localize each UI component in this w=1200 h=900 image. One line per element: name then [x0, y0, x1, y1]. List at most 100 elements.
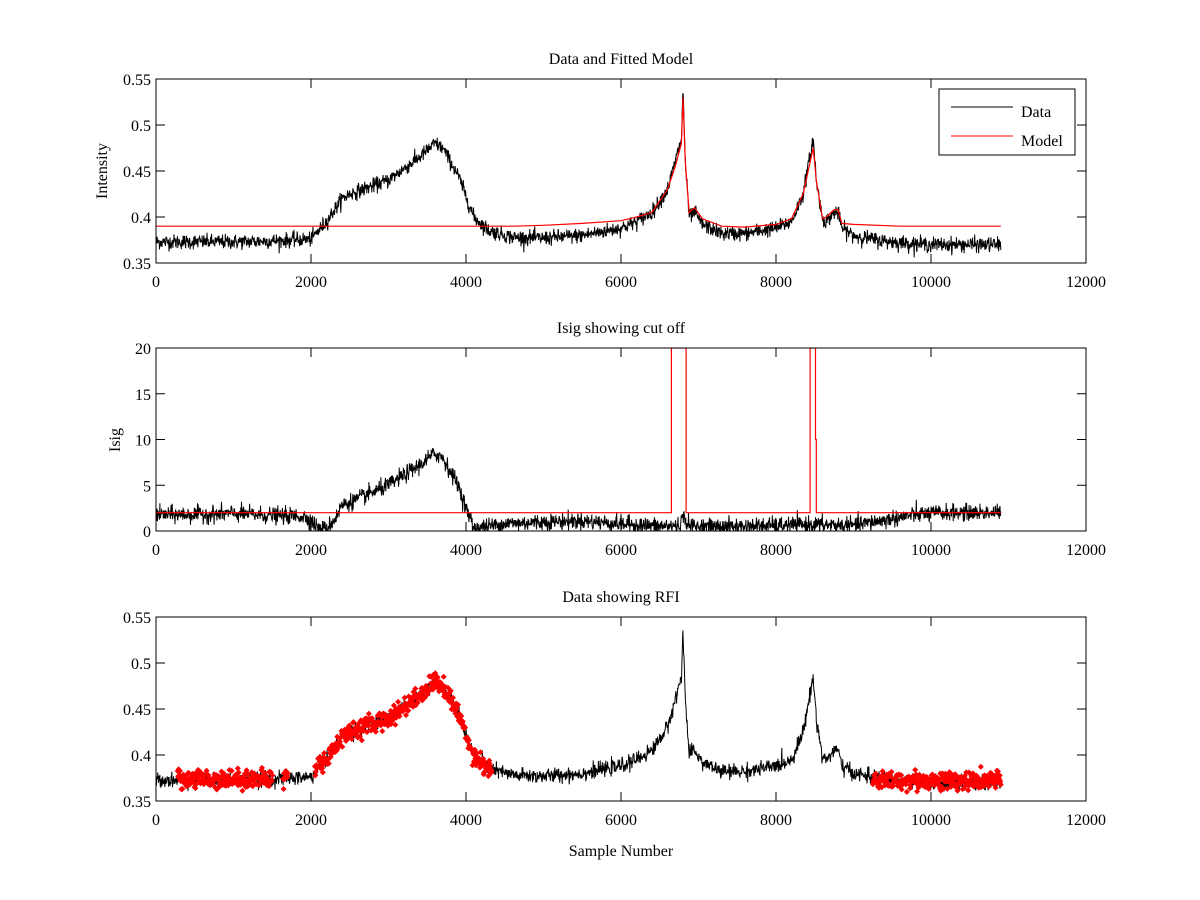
- rfi-marker: [992, 784, 999, 791]
- x-tick-label: 4000: [450, 542, 482, 559]
- rfi-marker: [465, 737, 472, 743]
- rfi-marker: [337, 738, 343, 745]
- rfi-marker: [319, 769, 326, 776]
- x-tick-label: 8000: [760, 812, 792, 829]
- x-tick-label: 2000: [295, 812, 327, 829]
- rfi-marker: [365, 722, 372, 729]
- rfi-marker: [234, 765, 241, 772]
- plot-clip: [156, 630, 1004, 795]
- rfi-marker: [996, 772, 1003, 779]
- y-tick-label: 10: [135, 433, 151, 450]
- rfi-marker: [403, 712, 409, 719]
- x-tick-label: 12000: [1066, 812, 1106, 829]
- x-tick-label: 10000: [911, 542, 951, 559]
- y-tick-label: 0.55: [123, 72, 151, 89]
- y-tick-label: 0: [143, 524, 151, 541]
- x-tick-label: 2000: [295, 542, 327, 559]
- rfi-marker: [284, 774, 291, 781]
- y-tick-label: 0.4: [131, 748, 151, 765]
- x-tick-label: 6000: [605, 542, 637, 559]
- y-tick-label: 0.4: [131, 210, 151, 227]
- rfi-marker: [268, 777, 275, 784]
- rfi-marker: [913, 771, 920, 778]
- rfi-marker: [372, 728, 379, 735]
- y-tick-labels: 0.35 0.4 0.45 0.5 0.55: [123, 610, 151, 811]
- y-tick-label: 5: [143, 478, 151, 495]
- panel-data-rfi: Data showing RFI Sample Number 0 2000 40…: [123, 589, 1106, 860]
- y-tick-label: 0.45: [123, 164, 151, 181]
- rfi-marker: [988, 770, 995, 777]
- chart-title: Isig showing cut off: [557, 320, 686, 337]
- rfi-marker: [312, 772, 319, 779]
- rfi-marker: [256, 782, 263, 789]
- rfi-marker: [997, 781, 1004, 788]
- rfi-marker: [235, 769, 242, 776]
- legend-label-model: Model: [1021, 133, 1063, 150]
- rfi-marker: [339, 743, 346, 750]
- rfi-marker: [965, 787, 972, 794]
- y-tick-label: 0.35: [123, 256, 151, 273]
- chart-title: Data and Fitted Model: [549, 51, 694, 68]
- rfi-marker: [179, 786, 186, 792]
- rfi-marker: [412, 685, 419, 692]
- y-axis-label: Isig: [107, 428, 124, 452]
- rfi-marker: [325, 760, 332, 767]
- plot-clip: [156, 348, 1002, 531]
- rfi-marker: [284, 770, 291, 777]
- x-tick-label: 0: [152, 812, 160, 829]
- rfi-marker: [898, 786, 905, 793]
- rfi-marker: [379, 728, 386, 735]
- rfi-marker: [954, 787, 961, 794]
- rfi-marker: [220, 770, 227, 777]
- rfi-marker: [458, 713, 465, 720]
- rfi-marker: [321, 750, 328, 757]
- rfi-marker: [365, 710, 372, 717]
- rfi-marker: [432, 670, 439, 677]
- x-tick-label: 10000: [911, 274, 951, 291]
- rfi-marker: [450, 694, 456, 701]
- rfi-marker: [395, 698, 402, 705]
- panel-data-fitted-model: Data and Fitted Model Intensity 0 2000 4…: [94, 51, 1106, 291]
- x-tick-labels: 0 2000 4000 6000 8000 10000 12000: [152, 812, 1106, 829]
- y-tick-label: 0.55: [123, 610, 151, 627]
- rfi-marker: [269, 772, 276, 779]
- series-rfi: [174, 670, 1004, 795]
- x-tick-label: 8000: [760, 542, 792, 559]
- plot-area: [155, 78, 1087, 264]
- y-tick-label: 15: [135, 387, 151, 404]
- x-tick-label: 6000: [605, 812, 637, 829]
- series-data: [156, 630, 1002, 792]
- x-tick-label: 10000: [911, 812, 951, 829]
- x-tick-labels: 0 2000 4000 6000 8000 10000 12000: [152, 274, 1106, 291]
- y-axis-label: Intensity: [94, 143, 111, 199]
- legend: Data Model: [938, 88, 1076, 156]
- rfi-marker: [462, 724, 469, 731]
- rfi-marker: [481, 759, 488, 765]
- x-tick-label: 4000: [450, 274, 482, 291]
- chart-title: Data showing RFI: [562, 589, 679, 606]
- rfi-marker: [203, 767, 210, 774]
- rfi-marker: [440, 673, 447, 680]
- rfi-marker: [239, 787, 246, 794]
- rfi-marker: [940, 785, 947, 792]
- rfi-marker: [405, 707, 412, 714]
- rfi-marker: [177, 768, 183, 774]
- series-cut-off: [156, 348, 1001, 514]
- rfi-marker: [280, 786, 287, 792]
- rfi-marker: [985, 783, 992, 790]
- plot-clip: [156, 93, 1002, 258]
- rfi-marker: [912, 766, 919, 773]
- rfi-marker: [488, 768, 495, 775]
- series-isig: [156, 447, 1002, 531]
- legend-box: [938, 88, 1076, 156]
- x-tick-label: 12000: [1066, 542, 1106, 559]
- rfi-marker: [348, 736, 355, 742]
- rfi-marker: [453, 706, 460, 713]
- rfi-marker: [903, 788, 910, 795]
- x-axis-label: Sample Number: [569, 843, 674, 860]
- y-tick-labels: 0 5 10 15 20: [135, 341, 151, 541]
- rfi-marker: [192, 781, 199, 788]
- rfi-marker: [477, 749, 484, 756]
- rfi-marker: [350, 719, 357, 726]
